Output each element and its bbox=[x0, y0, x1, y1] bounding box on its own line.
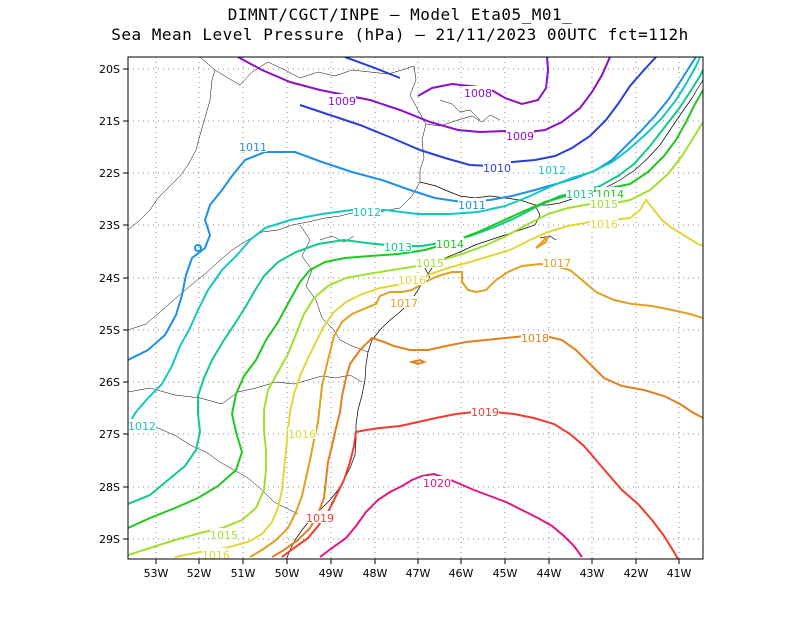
isobar-label: 1017 bbox=[390, 297, 418, 310]
isobar-label: 1012 bbox=[128, 420, 156, 433]
lat-tick-label: 28S bbox=[99, 481, 120, 494]
isobar-label: 1015 bbox=[590, 198, 618, 211]
isobar-1019 bbox=[281, 411, 679, 559]
isobar-label-bg bbox=[328, 94, 356, 106]
isobar-label-bg bbox=[398, 273, 426, 285]
isobar-lines bbox=[128, 57, 703, 559]
isobar-label: 1014 bbox=[436, 238, 464, 251]
isobar-label-bg bbox=[128, 419, 156, 431]
isobar-label-bg bbox=[543, 256, 571, 268]
lat-tick-label: 22S bbox=[99, 167, 120, 180]
isobar-label: 1019 bbox=[306, 512, 334, 525]
coastline bbox=[286, 79, 703, 559]
lat-tick-label: 21S bbox=[99, 115, 120, 128]
isobar-label: 1015 bbox=[210, 529, 238, 542]
lon-tick-label: 53W bbox=[144, 567, 169, 580]
isobar-label-bg bbox=[390, 296, 418, 308]
isobar-1009 bbox=[237, 57, 611, 134]
isobar-label-bg bbox=[538, 163, 566, 175]
isobar-label: 1016 bbox=[202, 549, 230, 562]
isobar-1010 bbox=[344, 57, 401, 79]
isobar-label-bg bbox=[423, 476, 451, 488]
isobar-label: 1018 bbox=[521, 332, 549, 345]
isobar-label: 1013 bbox=[384, 241, 412, 254]
isobar-label-bg bbox=[596, 187, 624, 199]
isobar-label-bg bbox=[566, 187, 594, 199]
isobar-label-bg bbox=[436, 237, 464, 249]
lon-tick-label: 48W bbox=[363, 567, 388, 580]
isobar-label-bg bbox=[483, 161, 511, 173]
plot-frame bbox=[127, 56, 704, 560]
lat-tick-label: 26S bbox=[99, 376, 120, 389]
isobar-1017 bbox=[249, 262, 703, 558]
lon-tick-label: 52W bbox=[187, 567, 212, 580]
lon-tick-label: 46W bbox=[449, 567, 474, 580]
longitude-ticks: 53W 52W 51W 50W 49W 48W 47W 46W 45W 44W 43W 42W 41W bbox=[144, 559, 692, 580]
lon-tick-label: 41W bbox=[667, 567, 692, 580]
isobar-label-bg bbox=[458, 198, 486, 210]
lon-tick-label: 51W bbox=[231, 567, 256, 580]
isobar-label: 1016 bbox=[590, 218, 618, 231]
lat-tick-label: 27S bbox=[99, 428, 120, 441]
isobar-label: 1015 bbox=[416, 257, 444, 270]
lon-tick-label: 43W bbox=[580, 567, 605, 580]
isobar-1013 bbox=[128, 69, 703, 505]
isobar-1011 bbox=[128, 57, 697, 361]
isobar-label: 1009 bbox=[328, 95, 356, 108]
map-title-line-1: DIMNT/CGCT/INPE – Model Eta05_M01_ bbox=[227, 5, 573, 24]
isobar-1010 bbox=[299, 57, 657, 168]
isobar-label-bg bbox=[306, 511, 334, 523]
isobar-label: 1016 bbox=[398, 274, 426, 287]
state-borders bbox=[128, 57, 501, 515]
map-title-line-2: Sea Mean Level Pressure (hPa) – 21/11/20… bbox=[111, 25, 689, 44]
isobar-label-bg bbox=[210, 528, 238, 540]
isobar-1014 bbox=[128, 89, 703, 529]
lon-tick-label: 50W bbox=[275, 567, 300, 580]
isobar-1016 bbox=[174, 198, 703, 558]
isobar-label-bg bbox=[202, 548, 230, 559]
isobar-1011 bbox=[194, 244, 203, 252]
isobar-label-bg bbox=[353, 205, 381, 217]
isobar-1018 bbox=[271, 335, 703, 558]
lon-tick-label: 44W bbox=[537, 567, 562, 580]
isobar-label-bg bbox=[590, 197, 618, 209]
isobar-label-bg bbox=[416, 256, 444, 268]
isobar-label-bg bbox=[288, 427, 316, 439]
isobar-1012 bbox=[128, 57, 701, 426]
isobar-label: 1011 bbox=[239, 141, 267, 154]
isobar-label-bg bbox=[384, 240, 412, 252]
isobar-label-bg bbox=[464, 86, 492, 98]
lat-tick-label: 29S bbox=[99, 533, 120, 546]
lat-tick-label: 23S bbox=[99, 219, 120, 232]
isobar-label: 1008 bbox=[464, 87, 492, 100]
isobar-label: 1013 bbox=[566, 188, 594, 201]
isobar-label: 1012 bbox=[538, 164, 566, 177]
isobar-1018 bbox=[408, 358, 427, 366]
isobar-label: 1011 bbox=[458, 199, 486, 212]
lat-tick-label: 24S bbox=[99, 272, 120, 285]
isobar-label: 1017 bbox=[543, 257, 571, 270]
lat-tick-label: 25S bbox=[99, 324, 120, 337]
isobar-label: 1020 bbox=[423, 477, 451, 490]
isobar-label: 1010 bbox=[483, 162, 511, 175]
isobar-label-bg bbox=[590, 217, 618, 229]
isobar-label: 1016 bbox=[288, 428, 316, 441]
lon-tick-label: 47W bbox=[406, 567, 431, 580]
lon-tick-label: 49W bbox=[319, 567, 344, 580]
isobar-label-bg bbox=[239, 140, 267, 152]
isobar-1017 bbox=[535, 235, 549, 249]
lat-tick-label: 20S bbox=[99, 63, 120, 76]
lon-tick-label: 45W bbox=[493, 567, 518, 580]
lon-tick-label: 42W bbox=[624, 567, 649, 580]
isobar-1008 bbox=[417, 57, 550, 106]
isobar-label: 1019 bbox=[471, 406, 499, 419]
isobar-label-bg bbox=[471, 405, 499, 417]
isobar-label: 1012 bbox=[353, 206, 381, 219]
isobar-label-bg bbox=[521, 331, 549, 343]
isobar-label: 1009 bbox=[506, 130, 534, 143]
isobar-label-bg bbox=[506, 129, 534, 141]
isobar-labels: 1008100910091010101110111012101210121013… bbox=[128, 86, 624, 562]
latitude-ticks: 20S 21S 22S 23S 24S 25S 26S 27S 28S 29S bbox=[99, 63, 128, 546]
